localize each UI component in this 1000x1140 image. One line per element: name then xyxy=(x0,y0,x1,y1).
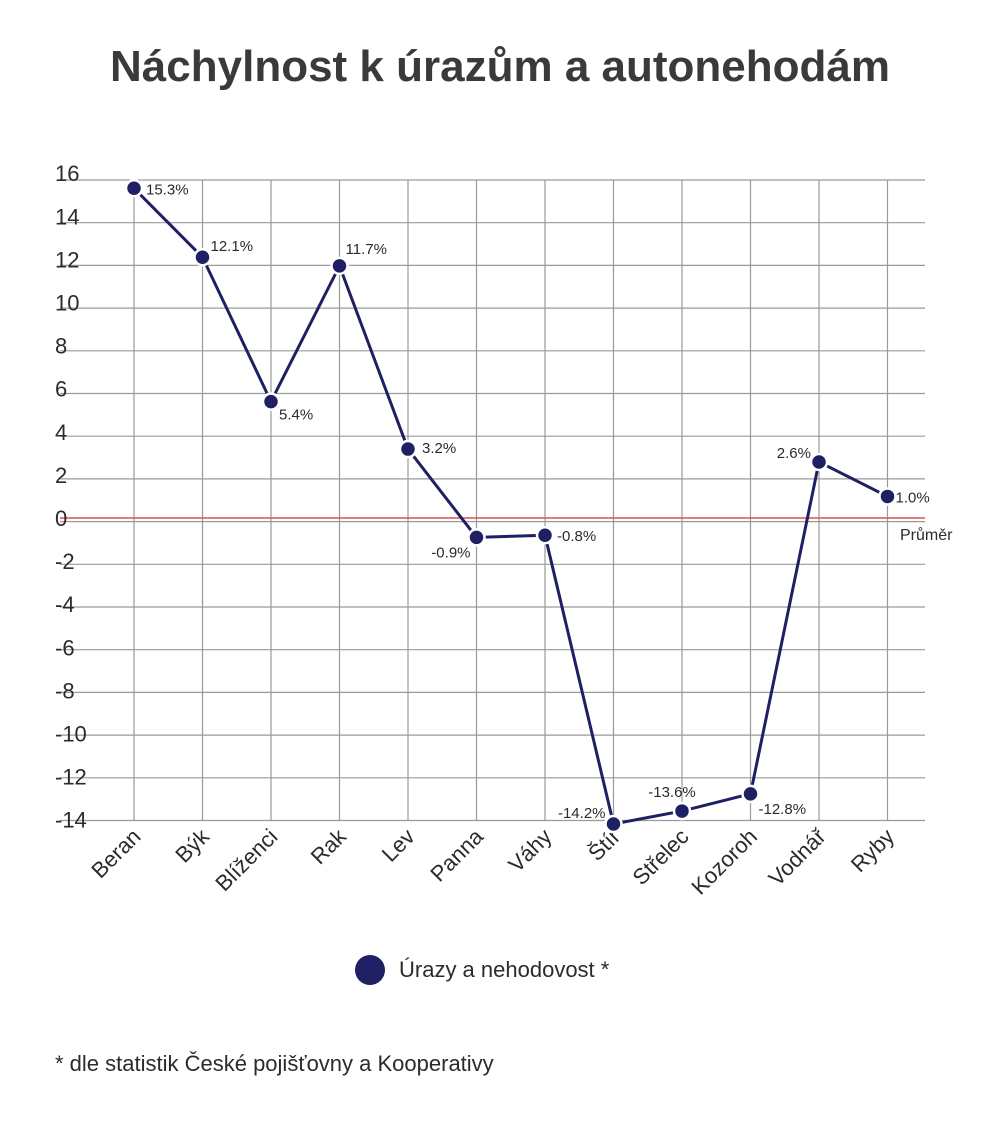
data-label: -0.9% xyxy=(431,544,470,561)
data-point xyxy=(741,784,760,804)
y-tick-label: -12 xyxy=(55,765,87,790)
data-label: 15.3% xyxy=(146,181,189,198)
footnote: * dle statistik České pojišťovny a Koope… xyxy=(55,1051,494,1076)
y-tick-label: 2 xyxy=(55,463,67,488)
x-tick-label: Kozoroh xyxy=(686,824,762,900)
data-point xyxy=(878,487,897,506)
chart-grid xyxy=(60,179,925,822)
data-point xyxy=(809,452,829,472)
data-point xyxy=(261,392,281,411)
x-tick-label: Blíženci xyxy=(210,824,282,896)
x-tick-label: Panna xyxy=(425,823,488,886)
x-tick-label: Rak xyxy=(306,823,352,869)
y-tick-label: -14 xyxy=(55,808,87,833)
data-point xyxy=(398,439,418,459)
y-tick-label: 4 xyxy=(55,420,67,445)
data-label: 5.4% xyxy=(279,407,313,424)
y-tick-label: 6 xyxy=(55,377,67,402)
y-tick-label: -6 xyxy=(55,635,75,660)
y-tick-label: 16 xyxy=(55,161,79,186)
y-tick-label: -4 xyxy=(55,592,75,617)
y-tick-label: 14 xyxy=(55,204,79,229)
series-polyline xyxy=(132,187,889,826)
data-point xyxy=(193,247,212,267)
y-tick-label: 10 xyxy=(55,291,79,316)
y-axis-ticks: 16 14 12 10 8 6 4 2 0 -2 -4 -6 -8 -10 -12 -14 xyxy=(55,161,87,833)
y-tick-label: 8 xyxy=(55,334,67,359)
y-tick-label: -2 xyxy=(55,549,75,574)
data-label: -14.2% xyxy=(558,805,606,822)
average-line-label: Průměr xyxy=(900,526,953,544)
x-tick-label: Střelec xyxy=(627,824,693,890)
x-tick-label: Beran xyxy=(86,824,145,883)
data-point xyxy=(330,256,349,276)
average-reference-line: Průměr xyxy=(60,517,953,544)
legend-label: Úrazy a nehodovost * xyxy=(399,957,610,982)
legend: Úrazy a nehodovost * xyxy=(355,955,609,985)
data-label: 11.7% xyxy=(346,241,387,258)
series-points xyxy=(124,179,897,834)
x-tick-label: Ryby xyxy=(846,824,899,877)
data-label: 1.0% xyxy=(896,489,930,506)
data-label: 3.2% xyxy=(422,440,456,457)
data-label: 2.6% xyxy=(777,445,811,462)
chart-title: Náchylnost k úrazům a autonehodám xyxy=(110,42,890,91)
data-point xyxy=(535,525,555,545)
x-tick-label: Vodnář xyxy=(764,823,831,890)
series-line xyxy=(132,187,889,826)
y-tick-label: 0 xyxy=(55,506,67,531)
y-tick-label: 12 xyxy=(55,247,79,272)
data-label: 12.1% xyxy=(211,238,254,255)
data-point xyxy=(467,528,486,547)
legend-marker xyxy=(355,955,385,985)
data-label: -13.6% xyxy=(648,784,696,801)
data-point xyxy=(604,814,623,834)
x-tick-label: Lev xyxy=(377,824,420,867)
data-label: -0.8% xyxy=(557,528,596,545)
data-label: -12.8% xyxy=(759,801,807,818)
data-point xyxy=(124,179,144,198)
line-chart: Průměr 16 14 12 10 8 6 4 2 0 -2 -4 -6 -8 -10 -12 -14 Be… xyxy=(55,161,953,899)
data-point xyxy=(672,801,692,821)
y-tick-label: -10 xyxy=(55,722,87,747)
x-tick-label: Váhy xyxy=(503,824,556,877)
data-labels: 15.3% 12.1% 5.4% 11.7% 3.2% -0.9% -0.8% -14.2% -… xyxy=(146,181,930,822)
x-tick-label: Býk xyxy=(170,823,214,867)
y-tick-label: -8 xyxy=(55,678,75,703)
